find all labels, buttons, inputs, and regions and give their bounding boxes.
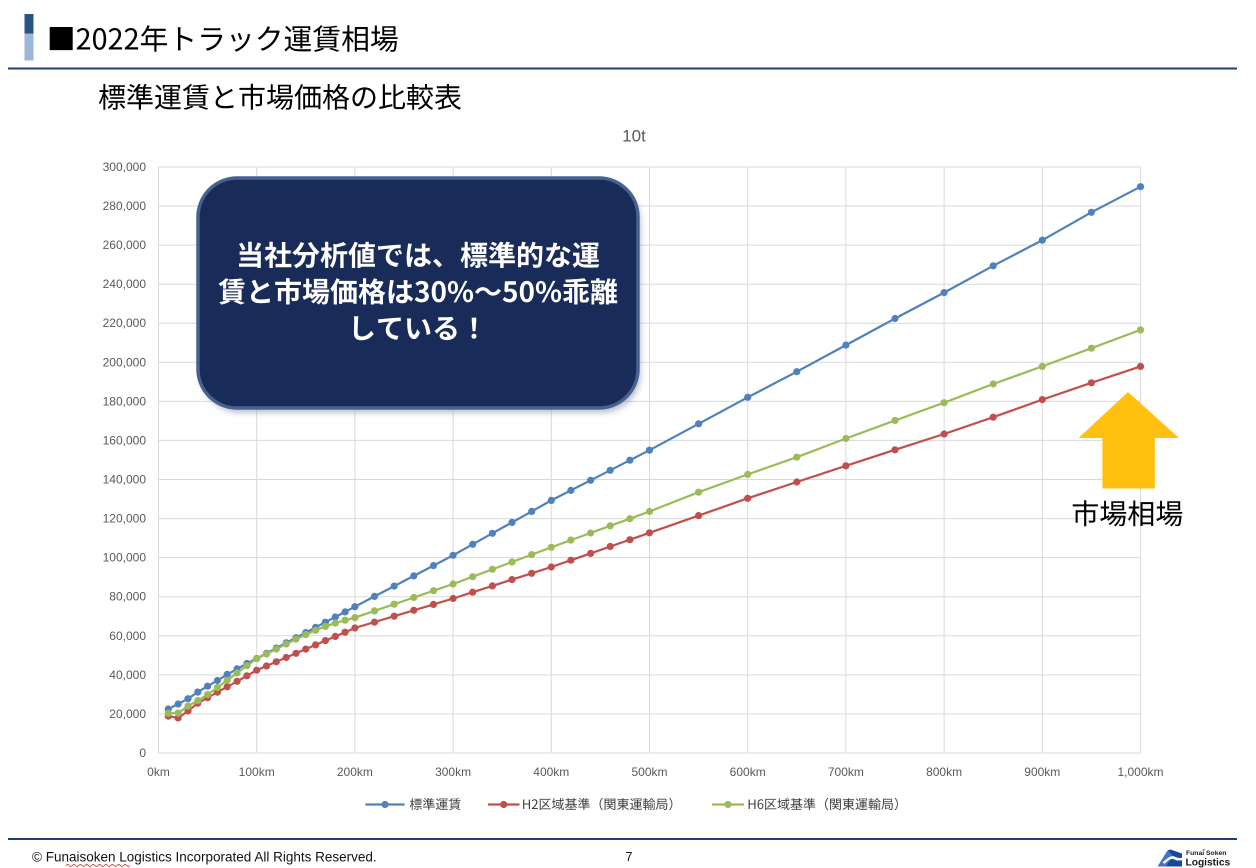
svg-text:60,000: 60,000 xyxy=(109,629,146,643)
svg-text:280,000: 280,000 xyxy=(103,199,147,213)
svg-text:400km: 400km xyxy=(533,765,569,779)
svg-text:80,000: 80,000 xyxy=(109,590,146,604)
svg-text:160,000: 160,000 xyxy=(103,433,147,447)
svg-text:Funai Soken: Funai Soken xyxy=(1186,850,1226,857)
svg-text:Logistics: Logistics xyxy=(1186,858,1231,868)
svg-text:240,000: 240,000 xyxy=(103,277,147,291)
svg-text:10t: 10t xyxy=(622,127,646,146)
svg-text:600km: 600km xyxy=(730,765,766,779)
svg-text:40,000: 40,000 xyxy=(109,668,146,682)
svg-text:500km: 500km xyxy=(631,765,667,779)
svg-text:220,000: 220,000 xyxy=(103,316,147,330)
svg-text:20,000: 20,000 xyxy=(109,707,146,721)
svg-text:700km: 700km xyxy=(828,765,864,779)
svg-text:300km: 300km xyxy=(435,765,471,779)
svg-text:800km: 800km xyxy=(926,765,962,779)
svg-text:0: 0 xyxy=(139,746,146,760)
svg-text:7: 7 xyxy=(626,850,633,864)
svg-text:1,000km: 1,000km xyxy=(1117,765,1163,779)
svg-text:100km: 100km xyxy=(239,765,275,779)
svg-text:140,000: 140,000 xyxy=(103,473,147,487)
svg-text:180,000: 180,000 xyxy=(103,394,147,408)
svg-text:200km: 200km xyxy=(337,765,373,779)
svg-text:© Funaisoken Logistics Incorpo: © Funaisoken Logistics Incorporated All … xyxy=(32,850,377,865)
svg-text:300,000: 300,000 xyxy=(103,160,147,174)
svg-text:0km: 0km xyxy=(147,765,170,779)
svg-text:900km: 900km xyxy=(1024,765,1060,779)
svg-text:200,000: 200,000 xyxy=(103,355,147,369)
svg-text:100,000: 100,000 xyxy=(103,551,147,565)
svg-text:120,000: 120,000 xyxy=(103,512,147,526)
svg-text:260,000: 260,000 xyxy=(103,238,147,252)
